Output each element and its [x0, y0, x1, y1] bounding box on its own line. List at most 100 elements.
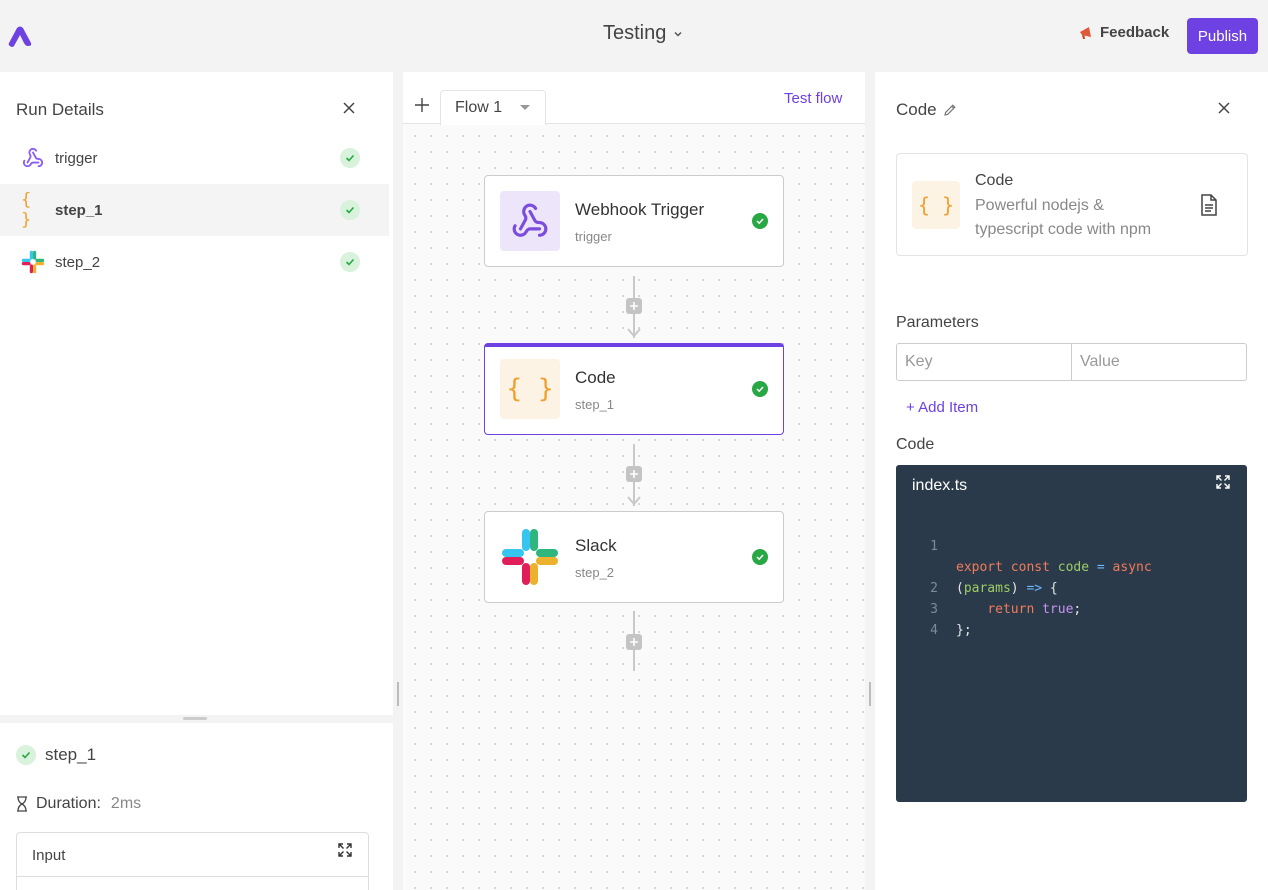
feedback-label: Feedback	[1100, 24, 1170, 41]
code-text: (params) => {	[956, 581, 1058, 596]
code-line: 3 };	[896, 578, 1247, 638]
close-icon[interactable]	[1215, 99, 1233, 117]
right-panel-resizer[interactable]	[865, 72, 875, 890]
duration-row: Duration: 2ms	[16, 795, 141, 813]
divider	[1071, 344, 1072, 380]
success-icon	[752, 381, 768, 397]
resize-grip[interactable]	[869, 682, 871, 706]
key-input[interactable]	[897, 344, 1071, 380]
code-content[interactable]: 1 export const code = async (params) => …	[896, 515, 1247, 638]
editor-filename: index.ts	[912, 477, 968, 494]
feedback-button[interactable]: Feedback	[1078, 24, 1169, 41]
parameters-label: Parameters	[896, 314, 979, 331]
close-icon[interactable]	[340, 99, 358, 117]
flow-node-step-2[interactable]: Slack step_2	[484, 511, 784, 603]
resize-grip[interactable]	[183, 717, 207, 720]
step-title-text: Code	[896, 100, 937, 119]
code-braces-icon: { }	[500, 359, 560, 419]
piece-name: Code	[975, 172, 1014, 189]
code-text: };	[956, 623, 972, 638]
expand-icon[interactable]	[1216, 475, 1230, 489]
success-icon	[752, 549, 768, 565]
caret-down-icon[interactable]	[520, 105, 530, 110]
key-value-row	[896, 343, 1247, 381]
add-item-button[interactable]: + Add Item	[906, 399, 979, 416]
duration-label: Duration:	[36, 795, 101, 812]
success-icon	[752, 213, 768, 229]
line-number: 3	[930, 602, 938, 617]
divider	[17, 876, 368, 877]
slack-icon	[500, 527, 560, 587]
chevron-down-icon	[674, 31, 682, 37]
piece-description: Powerful nodejs & typescript code with n…	[975, 197, 1152, 238]
arrow-down-icon	[627, 328, 641, 338]
run-step-trigger[interactable]: trigger	[0, 132, 389, 184]
piece-card: { } Code Powerful nodejs & typescript co…	[896, 153, 1248, 256]
test-flow-button[interactable]: Test flow	[784, 90, 843, 107]
node-title: Webhook Trigger	[575, 200, 705, 219]
step-detail-panel: step_1 Duration: 2ms Input	[0, 723, 393, 890]
value-input[interactable]	[1072, 344, 1246, 380]
line-number: 4	[930, 623, 938, 638]
panel-resize-handle[interactable]	[0, 715, 393, 723]
input-title: Input	[32, 847, 66, 864]
selected-step: step_1	[16, 745, 96, 765]
activepieces-logo[interactable]	[8, 26, 32, 48]
node-title: Slack	[575, 536, 617, 555]
code-text: export const code = async	[956, 560, 1152, 575]
webhook-icon	[500, 191, 560, 251]
left-panel-resizer[interactable]	[393, 72, 403, 890]
code-line: 1 export const code = async	[896, 515, 1247, 575]
add-flow-icon[interactable]	[415, 98, 429, 112]
add-step-button[interactable]	[626, 466, 642, 482]
code-label: Code	[896, 436, 935, 453]
flow-name: Testing	[603, 22, 667, 44]
selected-step-name: step_1	[45, 745, 97, 764]
node-subtitle: step_1	[575, 397, 615, 412]
run-details-panel: Run Details trigger { } step_1	[0, 72, 393, 715]
check-icon	[340, 148, 360, 168]
pencil-icon[interactable]	[943, 103, 957, 117]
slack-icon	[21, 250, 45, 274]
run-step-label: trigger	[55, 149, 98, 167]
flow-node-trigger[interactable]: Webhook Trigger trigger	[484, 175, 784, 267]
code-editor[interactable]: index.ts 1 export const code = async (pa…	[896, 465, 1247, 802]
flow-node-step-1[interactable]: { } Code step_1	[484, 343, 784, 435]
run-step-step-1[interactable]: { } step_1	[0, 184, 389, 236]
document-icon[interactable]	[1199, 194, 1219, 216]
add-step-button[interactable]	[626, 298, 642, 314]
flow-canvas[interactable]: Flow 1 Test flow Webhook Trigger trigger…	[403, 72, 865, 890]
input-section: Input	[16, 832, 369, 890]
code-line: (params) => {	[896, 536, 1247, 596]
flow-tab-bar: Flow 1 Test flow	[403, 72, 865, 125]
node-title: Code	[575, 368, 616, 387]
code-braces-icon: { }	[912, 181, 960, 229]
code-line: 2 return true;	[896, 557, 1247, 617]
check-icon	[340, 252, 360, 272]
run-step-step-2[interactable]: step_2	[0, 236, 389, 288]
run-details-title: Run Details	[16, 100, 104, 119]
check-icon	[16, 745, 36, 765]
tab-label: Flow 1	[455, 99, 503, 116]
node-subtitle: trigger	[575, 229, 612, 244]
webhook-icon	[21, 146, 45, 170]
hourglass-icon	[17, 796, 27, 812]
step-title[interactable]: Code	[896, 100, 957, 120]
add-step-button[interactable]	[626, 634, 642, 650]
code-text: return true;	[987, 602, 1082, 617]
line-number: 1	[930, 539, 938, 554]
run-step-label: step_1	[55, 201, 103, 219]
publish-button[interactable]: Publish	[1187, 18, 1258, 54]
tab-flow-1[interactable]: Flow 1	[440, 90, 546, 125]
check-icon	[340, 200, 360, 220]
code-braces-icon: { }	[21, 190, 32, 230]
expand-icon[interactable]	[338, 843, 352, 857]
resize-grip[interactable]	[397, 682, 399, 706]
node-subtitle: step_2	[575, 565, 615, 580]
duration-value: 2ms	[110, 795, 142, 812]
flow-name-dropdown[interactable]: Testing	[603, 22, 684, 45]
line-number: 2	[930, 581, 938, 596]
run-step-label: step_2	[55, 253, 101, 271]
arrow-down-icon	[627, 496, 641, 506]
megaphone-icon	[1080, 26, 1091, 39]
